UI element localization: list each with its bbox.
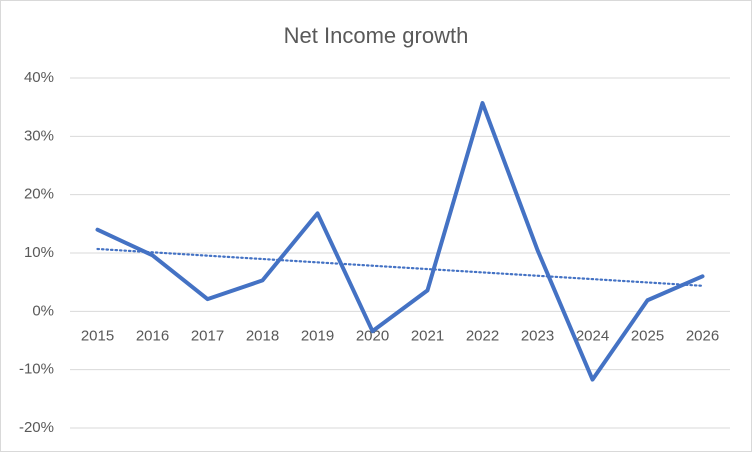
y-tick-label: -10% bbox=[19, 361, 54, 378]
y-tick-label: 20% bbox=[24, 186, 54, 203]
x-tick-label: 2024 bbox=[576, 327, 609, 344]
x-tick-label: 2015 bbox=[81, 327, 114, 344]
x-tick-label: 2023 bbox=[521, 327, 554, 344]
trendline bbox=[96, 247, 704, 287]
y-tick-label: 0% bbox=[32, 302, 54, 319]
y-tick-label: 40% bbox=[24, 69, 54, 86]
x-tick-label: 2021 bbox=[411, 327, 444, 344]
x-tick-label: 2018 bbox=[246, 327, 279, 344]
y-tick-label: 10% bbox=[24, 244, 54, 261]
y-tick-label: -20% bbox=[19, 419, 54, 436]
data-line bbox=[95, 101, 705, 382]
x-tick-label: 2019 bbox=[301, 327, 334, 344]
y-tick-label: 30% bbox=[24, 127, 54, 144]
x-tick-label: 2017 bbox=[191, 327, 224, 344]
chart-title: Net Income growth bbox=[284, 23, 469, 48]
x-tick-label: 2016 bbox=[136, 327, 169, 344]
x-tick-label: 2022 bbox=[466, 327, 499, 344]
x-tick-label: 2025 bbox=[631, 327, 664, 344]
x-tick-label: 2026 bbox=[686, 327, 719, 344]
x-tick-label: 2020 bbox=[356, 327, 389, 344]
